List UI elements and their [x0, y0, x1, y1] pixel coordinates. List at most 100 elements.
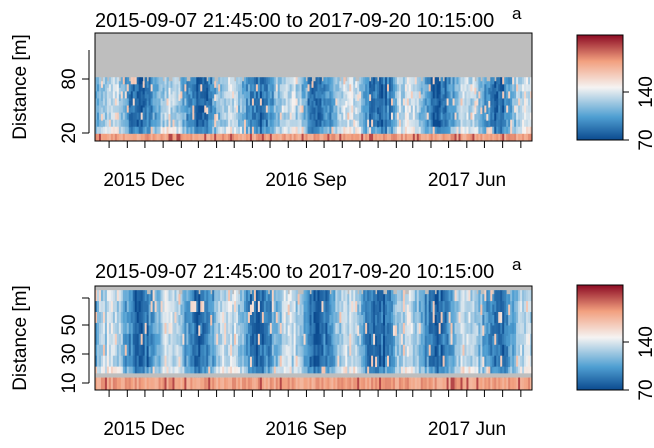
heatmap-cell — [430, 322, 434, 335]
heatmap-cell — [236, 112, 239, 121]
heatmap-cell — [122, 377, 126, 390]
heatmap-cell — [492, 98, 495, 106]
heatmap-cell — [202, 312, 205, 324]
heatmap-cell — [140, 377, 144, 390]
heatmap-cell — [434, 98, 438, 106]
heatmap-cell — [351, 290, 354, 302]
heatmap-cell — [436, 77, 440, 85]
heatmap-cell — [400, 301, 404, 313]
heatmap-cell — [377, 114, 380, 122]
heatmap-cell — [375, 335, 378, 347]
heatmap-cell — [204, 105, 207, 113]
heatmap-cell — [190, 377, 193, 390]
heatmap-cell — [267, 325, 271, 337]
heatmap-cell — [160, 344, 163, 357]
heatmap-cell — [502, 322, 505, 335]
heatmap-cell — [112, 290, 116, 302]
heatmap-cell — [174, 91, 177, 99]
heatmap-cell — [396, 77, 400, 85]
heatmap-cell — [144, 105, 148, 113]
heatmap-cell — [120, 290, 124, 302]
heatmap-cell — [194, 84, 197, 92]
heatmap-cell — [450, 301, 453, 313]
heatmap-cell — [460, 126, 463, 135]
heatmap-cell — [438, 312, 442, 324]
heatmap-cell — [406, 77, 410, 85]
panel-2-x-tick-label: 2016 Sep — [265, 419, 346, 440]
heatmap-cell — [347, 112, 350, 121]
heatmap-cell — [456, 322, 459, 335]
heatmap-cell — [494, 290, 497, 302]
heatmap-cell — [156, 98, 159, 106]
heatmap-cell — [524, 366, 527, 378]
heatmap-cell — [216, 127, 219, 135]
heatmap-cell — [369, 377, 372, 390]
heatmap-cell — [184, 377, 187, 390]
heatmap-cell — [363, 105, 366, 113]
heatmap-cell — [331, 126, 334, 135]
heatmap-cell — [450, 84, 453, 92]
heatmap-cell — [174, 377, 177, 390]
heatmap-cell — [303, 119, 306, 128]
heatmap-cell — [436, 126, 440, 135]
heatmap-cell — [279, 119, 283, 128]
heatmap-cell — [516, 77, 519, 85]
heatmap-cell — [502, 133, 505, 141]
heatmap-cell — [357, 346, 360, 358]
heatmap-cell — [464, 119, 467, 128]
heatmap-cell — [168, 312, 171, 324]
heatmap-cell — [494, 133, 497, 141]
heatmap-cell — [486, 333, 489, 346]
heatmap-cell — [482, 356, 485, 368]
heatmap-cell — [315, 126, 318, 135]
heatmap-cell — [257, 91, 261, 99]
heatmap-cell — [114, 290, 118, 302]
heatmap-cell — [452, 98, 455, 106]
heatmap-cell — [486, 107, 489, 115]
heatmap-cell — [124, 301, 128, 313]
heatmap-cell — [402, 84, 406, 92]
heatmap-cell — [108, 112, 112, 121]
heatmap-cell — [186, 127, 189, 135]
heatmap-cell — [343, 333, 346, 346]
heatmap-cell — [182, 84, 185, 92]
panel-1-colorbar: 70 140 — [576, 34, 654, 151]
heatmap-cell — [494, 366, 497, 378]
heatmap-cell — [375, 91, 378, 99]
heatmap-cell — [341, 112, 344, 121]
heatmap-cell — [102, 119, 106, 128]
heatmap-cell — [462, 84, 465, 92]
heatmap-cell — [349, 84, 352, 92]
heatmap-cell — [351, 322, 354, 335]
heatmap-cell — [146, 335, 150, 347]
heatmap-cell — [398, 290, 402, 302]
heatmap-cell — [317, 112, 320, 121]
heatmap-cell — [224, 290, 227, 302]
heatmap-cell — [476, 304, 479, 316]
heatmap-cell — [492, 91, 495, 99]
heatmap-cell — [468, 77, 471, 85]
heatmap-cell — [367, 301, 370, 313]
heatmap-cell — [373, 98, 376, 106]
heatmap-cell — [232, 315, 235, 326]
heatmap-cell — [494, 94, 497, 102]
heatmap-cell — [192, 91, 195, 99]
heatmap-cell — [166, 119, 169, 128]
heatmap-cell — [518, 133, 521, 141]
heatmap-cell — [319, 322, 322, 335]
heatmap-cell — [118, 127, 122, 135]
heatmap-cell — [514, 301, 517, 313]
heatmap-cell — [428, 377, 432, 390]
heatmap-cell — [390, 77, 394, 85]
heatmap-cell — [486, 301, 489, 313]
heatmap-cell — [474, 107, 477, 115]
heatmap-cell — [440, 355, 444, 367]
heatmap-cell — [369, 100, 372, 108]
heatmap-cell — [297, 77, 300, 85]
heatmap-cell — [448, 377, 451, 390]
heatmap-cell — [434, 294, 438, 305]
heatmap-cell — [321, 120, 324, 128]
heatmap-cell — [277, 112, 281, 121]
heatmap-cell — [303, 77, 306, 85]
heatmap-cell — [355, 344, 358, 357]
